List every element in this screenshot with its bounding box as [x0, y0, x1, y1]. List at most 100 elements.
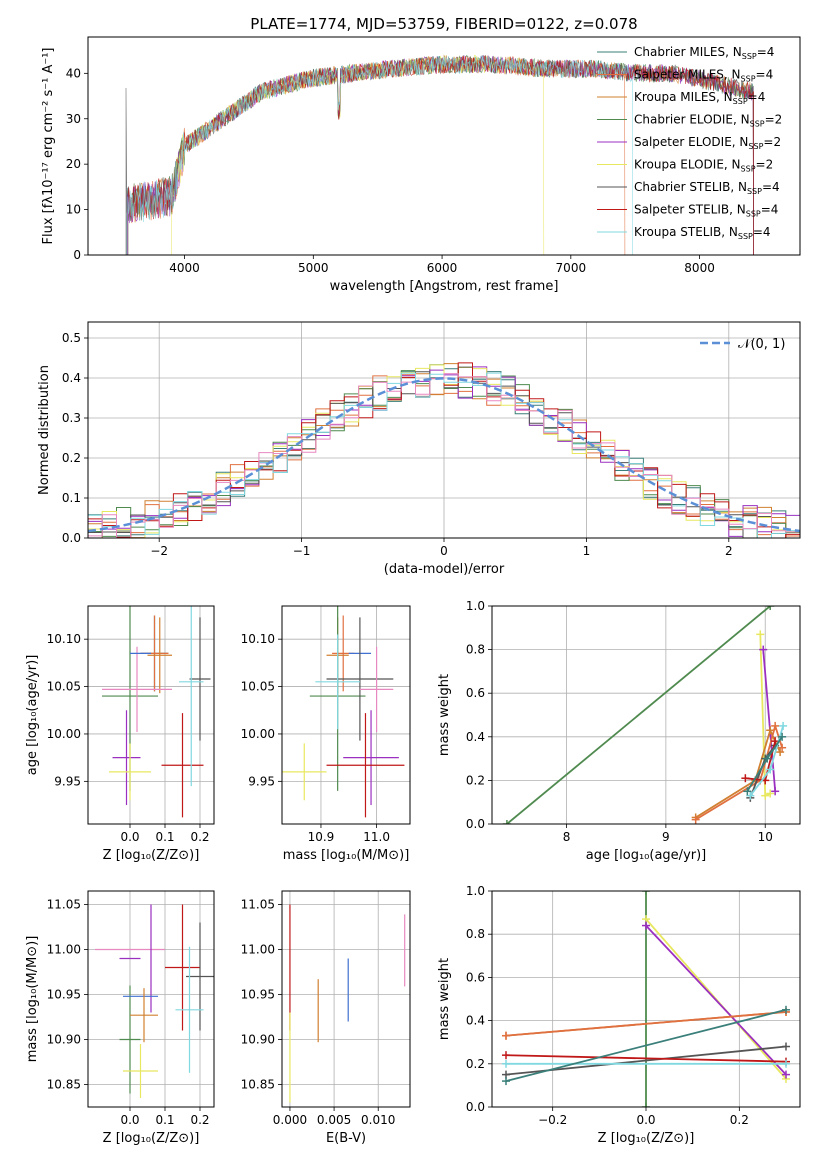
legend-label: Chabrier MILES, NSSP=4 [634, 45, 774, 61]
x-tick-label: 0.1 [155, 830, 174, 844]
x-tick-label: 0.010 [361, 1113, 395, 1127]
weight-line [505, 1054, 787, 1063]
y-tick-label: 10.00 [241, 727, 275, 741]
axes-frame [87, 321, 801, 539]
y-tick-label: 40 [66, 66, 81, 80]
x-tick-label: −2 [150, 544, 168, 558]
weight-line [645, 924, 787, 1076]
legend-label: Kroupa MILES, NSSP=4 [634, 90, 765, 106]
x-tick-label: 10.9 [308, 830, 335, 844]
y-tick-label: 0.3 [62, 411, 81, 425]
plot-area [88, 362, 800, 538]
legend-label: Salpeter ELODIE, NSSP=2 [634, 135, 781, 151]
y-tick-label: 10.85 [47, 1078, 81, 1092]
spectrum-line [127, 55, 626, 255]
x-tick-label: 0.2 [190, 1113, 209, 1127]
legend-label: Salpeter STELIB, NSSP=4 [634, 203, 778, 219]
plot-area [125, 54, 754, 255]
y-tick-label: 10.95 [47, 988, 81, 1002]
weight-line [762, 649, 777, 792]
y-tick-label: 0.4 [62, 371, 81, 385]
x-axis-label: Z [log₁₀(Z/Z⊙)] [598, 1131, 695, 1146]
y-tick-label: 10.05 [241, 680, 275, 694]
x-axis-label: (data-model)/error [384, 562, 505, 577]
y-tick-label: 1.0 [466, 599, 485, 613]
y-tick-label: 11.00 [47, 943, 81, 957]
histogram-step [88, 373, 800, 538]
x-tick-label: −1 [293, 544, 311, 558]
x-tick-label: 0.0 [120, 830, 139, 844]
spectrum-line [127, 55, 633, 255]
y-tick-label: 0.4 [466, 1014, 485, 1028]
x-tick-label: 0.2 [730, 1113, 749, 1127]
x-tick-label: 9 [662, 830, 670, 844]
x-axis-label: wavelength [Angstrom, rest frame] [330, 279, 559, 294]
chart-panel-1: −2 −1 0 1 2 0.0 0.1 0.2 0.3 0.4 0.5 (data-model)/er… [37, 321, 801, 577]
y-tick-label: 0.4 [466, 730, 485, 744]
plot-area [502, 606, 788, 824]
x-tick-label: 0.000 [273, 1113, 307, 1127]
x-tick-label: 0.0 [120, 1113, 139, 1127]
chart-panel-3: 10.9 11.0 9.95 10.00 10.05 10.10 mass [log₁₀(M… [241, 605, 411, 863]
x-tick-label: 8000 [684, 261, 715, 275]
y-axis-label: Flux [fλ10⁻¹⁷ erg cm⁻² s⁻¹ A⁻¹] [41, 48, 56, 245]
y-tick-label: 20 [66, 157, 81, 171]
axes-frame [87, 605, 215, 825]
spectrum-line [171, 54, 545, 255]
legend-label: Chabrier ELODIE, NSSP=2 [634, 113, 782, 129]
y-axis-label: mass weight [437, 674, 452, 756]
y-tick-label: 0.8 [466, 927, 485, 941]
x-axis-label: mass [log₁₀(M/M⊙)] [283, 848, 410, 863]
y-tick-label: 0.6 [466, 686, 485, 700]
weight-line [506, 606, 771, 824]
y-tick-label: 9.95 [54, 774, 81, 788]
y-tick-label: 0.0 [62, 531, 81, 545]
x-tick-label: 4000 [169, 261, 200, 275]
y-tick-label: 0.1 [62, 491, 81, 505]
x-tick-label: 10 [758, 830, 773, 844]
y-axis-label: Normed distribution [37, 365, 52, 495]
y-tick-label: 10.85 [241, 1078, 275, 1092]
y-tick-label: 30 [66, 112, 81, 126]
x-tick-label: 6000 [427, 261, 458, 275]
chart-panel-5: 0.0 0.1 0.2 10.85 10.90 10.95 11.00 11.05 Z [log… [25, 890, 215, 1146]
page-title: PLATE=1774, MJD=53759, FIBERID=0122, z=0… [250, 15, 637, 33]
y-tick-label: 10.00 [47, 727, 81, 741]
x-tick-label: 1 [583, 544, 591, 558]
plot-area [102, 606, 211, 818]
axes-frame [281, 890, 411, 1108]
spectrum-line [125, 54, 754, 255]
y-tick-label: 11.00 [241, 943, 275, 957]
y-tick-label: 11.05 [241, 898, 275, 912]
y-tick-label: 10.05 [47, 680, 81, 694]
x-tick-label: 8 [563, 830, 571, 844]
axes-frame [491, 605, 801, 825]
legend-label: Salpeter MILES, NSSP=4 [634, 68, 773, 84]
weight-line [505, 1011, 787, 1037]
plot-area [502, 891, 790, 1107]
legend-label: Chabrier STELIB, NSSP=4 [634, 180, 780, 196]
y-axis-label: mass weight [437, 958, 452, 1040]
x-tick-label: 2 [725, 544, 733, 558]
y-tick-label: 0.2 [466, 773, 485, 787]
chart-panel-7: −0.2 0.0 0.2 0.0 0.2 0.4 0.6 0.8 1.0 Z [log₁₀(Z/Z… [437, 884, 801, 1146]
x-axis-label: Z [log₁₀(Z/Z⊙)] [103, 848, 200, 863]
legend-label: Kroupa STELIB, NSSP=4 [634, 225, 771, 241]
y-tick-label: 10.90 [47, 1033, 81, 1047]
x-axis-label: age [log₁₀(age/yr)] [586, 848, 707, 863]
x-tick-label: 0.2 [190, 830, 209, 844]
y-tick-label: 0.5 [62, 331, 81, 345]
y-tick-label: 0 [73, 248, 81, 262]
y-tick-label: 0.6 [466, 970, 485, 984]
y-tick-label: 9.95 [248, 774, 275, 788]
x-tick-label: 0 [440, 544, 448, 558]
x-tick-label: 0.0 [636, 1113, 655, 1127]
chart-panel-4: 8 9 10 0.0 0.2 0.4 0.6 0.8 1.0 age [log₁₀(age/yr)… [437, 599, 801, 863]
y-tick-label: 10.95 [241, 988, 275, 1002]
x-axis-label: E(B-V) [326, 1131, 366, 1146]
y-tick-label: 10 [66, 203, 81, 217]
y-tick-label: 0.0 [466, 1100, 485, 1114]
y-tick-label: 11.05 [47, 898, 81, 912]
x-tick-label: −0.2 [538, 1113, 567, 1127]
weight-line [695, 722, 783, 821]
